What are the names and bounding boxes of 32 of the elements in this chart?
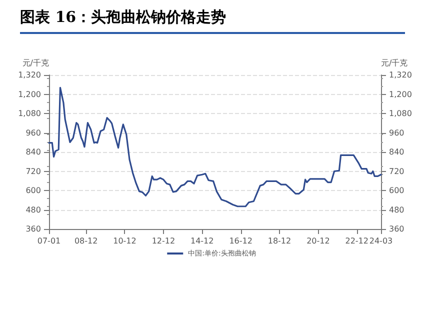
x-tick-label: 20-12 <box>306 236 330 246</box>
line-series <box>48 86 382 208</box>
y2-tick-label: 480 <box>389 205 404 214</box>
y-tick-label: 360 <box>26 224 41 234</box>
chart-title: 图表 16：头孢曲松钠价格走势 <box>20 8 405 34</box>
y2-tick-label: 360 <box>389 224 404 234</box>
y2-tick-label: 1,200 <box>389 90 412 99</box>
y-tick-label: 1,320 <box>18 70 41 80</box>
x-tick-label: 14-12 <box>190 236 214 246</box>
y2-tick-label: 720 <box>389 166 404 176</box>
x-tick-label: 22-12 <box>345 236 368 246</box>
y2-axis-title: 元/千克 <box>381 58 408 68</box>
y2-tick-label: 840 <box>389 148 404 156</box>
x-tick-label: 08-12 <box>74 236 98 246</box>
x-tick-label: 12-12 <box>152 236 176 246</box>
x-tick-label: 07-01 <box>37 236 61 246</box>
y-tick-label: 960 <box>26 128 41 138</box>
x-tick-label: 16-12 <box>229 236 252 246</box>
y-axis-title: 元/千克 <box>22 58 49 68</box>
y-tick-label: 1,080 <box>18 109 41 118</box>
y2-tick-label: 600 <box>389 186 404 195</box>
y-tick-label: 1,200 <box>18 90 41 99</box>
y-tick-label: 840 <box>26 148 41 156</box>
y-tick-label: 720 <box>26 166 41 176</box>
y2-tick-label: 1,080 <box>389 109 412 118</box>
x-tick-label: 24-03 <box>369 236 393 246</box>
y2-tick-label: 960 <box>389 128 404 138</box>
y-tick-label: 600 <box>26 186 41 195</box>
x-tick-label: 10-12 <box>113 236 136 246</box>
y2-tick-label: 1,320 <box>389 70 412 80</box>
y-tick-label: 480 <box>26 205 41 214</box>
x-tick-label: 18-12 <box>268 236 292 246</box>
